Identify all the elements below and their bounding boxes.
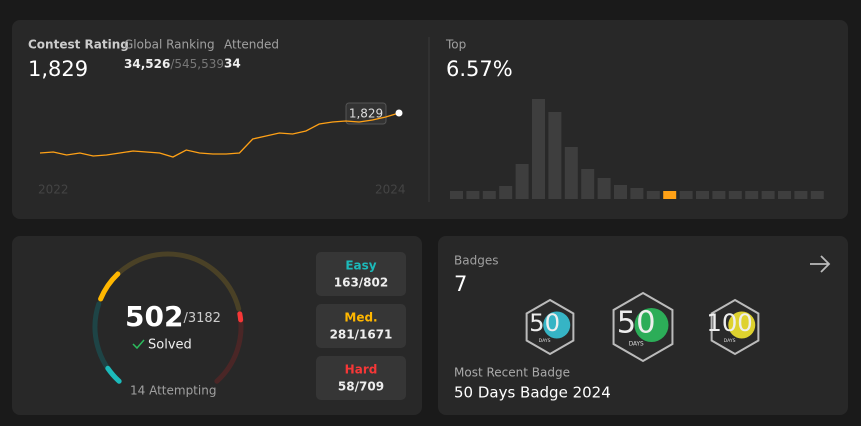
distribution-bar	[515, 164, 529, 199]
tooltip: 1,829	[349, 107, 383, 121]
distribution-bar	[548, 112, 562, 199]
rating-label: Contest Rating	[28, 38, 129, 52]
distribution-bar	[794, 191, 808, 199]
badge-caption: DAYS	[724, 338, 736, 344]
distribution-bar	[810, 191, 824, 199]
level-name: Hard	[345, 363, 378, 377]
badge-number: 50	[529, 308, 560, 337]
level-progress	[237, 311, 244, 323]
badge-orb	[634, 308, 669, 342]
badge-caption: DAYS	[629, 342, 644, 348]
distribution-bar	[564, 147, 578, 199]
solved-text: 502/3182 Solved 14 Attempting	[125, 300, 221, 398]
distribution-bar	[663, 191, 677, 199]
top-value: 6.57%	[446, 57, 513, 81]
badge-number: 50	[617, 306, 656, 341]
distribution-bar	[450, 191, 463, 199]
attempting: 14 Attempting	[130, 384, 216, 398]
recent-badge: 50 Days Badge 2024	[454, 384, 611, 402]
ranking-value: 34,526	[124, 57, 170, 71]
contest-panel	[12, 20, 848, 219]
distribution-bar	[712, 191, 726, 199]
distribution-bar	[597, 178, 611, 199]
start-year: 2022	[38, 183, 69, 197]
end-year: 2024	[375, 183, 406, 197]
level-progress	[98, 271, 121, 302]
distribution-bar	[614, 185, 627, 199]
level-count: 281/1671	[330, 328, 393, 342]
distribution-bar	[630, 188, 644, 199]
distribution-bar	[646, 191, 660, 199]
level-count: 163/802	[334, 276, 388, 290]
level-card	[316, 304, 406, 348]
level-card	[316, 356, 406, 400]
level-name: Med.	[344, 311, 377, 325]
badges-count: 7	[454, 272, 467, 296]
badge-number: 100	[706, 308, 752, 337]
arrow-button[interactable]	[810, 255, 831, 273]
badge-caption: DAYS	[539, 338, 551, 344]
level-count: 58/709	[338, 380, 384, 394]
distribution-bar	[581, 169, 595, 199]
distribution-bar	[499, 186, 513, 199]
check-icon	[132, 339, 145, 350]
count: 502	[125, 300, 183, 333]
attended: 34	[224, 57, 241, 71]
distribution-bar	[466, 191, 480, 199]
level-progress	[105, 365, 122, 384]
attended-label: Attended	[224, 38, 279, 52]
rating-dot	[395, 109, 403, 117]
ranking: 34,526/545,539	[124, 57, 224, 71]
distribution-bar	[482, 191, 496, 199]
level-name: Easy	[345, 259, 376, 273]
ranking-total: /545,539	[170, 57, 224, 71]
badges-label: Badges	[454, 254, 498, 268]
distribution-bar	[778, 191, 791, 199]
level-card	[316, 252, 406, 296]
distribution-bar	[728, 191, 742, 199]
top-label: Top	[445, 38, 466, 52]
solved-label: Solved	[148, 338, 192, 353]
distribution-bar	[761, 191, 775, 199]
total: /3182	[183, 311, 220, 326]
ranking-label: Global Ranking	[124, 38, 215, 52]
solved-count: 502/3182	[125, 300, 221, 333]
rating: 1,829	[28, 57, 88, 81]
distribution-bar	[532, 99, 545, 199]
badge-orb	[728, 311, 756, 339]
rating-line	[39, 112, 400, 158]
recent-label: Most Recent Badge	[454, 366, 570, 380]
distribution-bar	[679, 191, 693, 199]
badge-orb	[543, 311, 571, 339]
distribution-bar	[745, 191, 759, 199]
distribution-bar	[696, 191, 709, 199]
